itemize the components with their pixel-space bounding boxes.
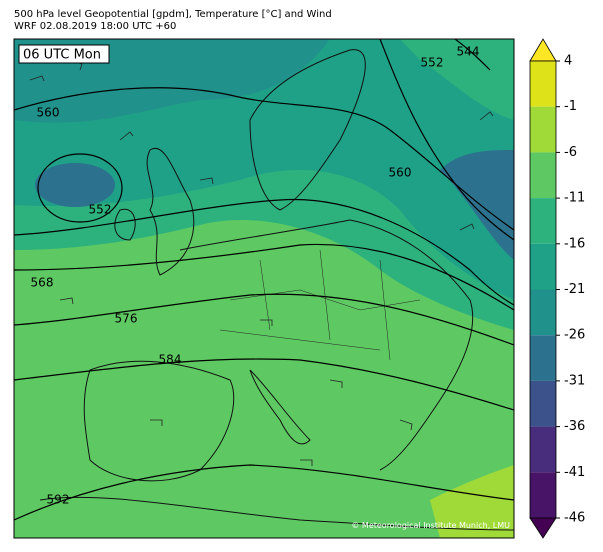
contour <box>14 464 514 521</box>
colorbar-segment <box>530 152 556 199</box>
tick-label: -6 <box>564 145 577 160</box>
contour-label: 552 <box>89 203 112 217</box>
contour-label: 584 <box>159 353 182 367</box>
colorbar-segment <box>530 426 556 473</box>
contour <box>14 87 514 231</box>
copyright: © Meteorological Institute Munich, LMU <box>351 521 510 530</box>
contour <box>379 39 514 241</box>
map <box>14 39 514 538</box>
coastline <box>179 219 474 471</box>
colorbar-segment <box>530 243 556 290</box>
contour <box>14 198 514 306</box>
tick-label: -11 <box>564 191 585 206</box>
coastline <box>39 496 514 531</box>
colorbar-top <box>529 38 557 62</box>
temp-field <box>440 150 514 260</box>
contour-label: 552 <box>421 56 444 70</box>
temp-field <box>35 163 115 207</box>
tick-label: -21 <box>564 282 585 297</box>
colorbar-segment <box>530 289 556 336</box>
contour <box>14 243 514 311</box>
contour-label: 592 <box>47 493 70 507</box>
title-line: 500 hPa level Geopotential [gpdm], Tempe… <box>14 9 332 20</box>
temp-field <box>430 465 514 538</box>
contour-label: 560 <box>37 106 60 120</box>
colorbar-segment <box>530 380 556 427</box>
tick-label: -41 <box>564 465 585 480</box>
contour <box>454 39 491 71</box>
tick-label: -26 <box>564 328 585 343</box>
time-label: 06 UTC Mon <box>23 48 101 63</box>
subtitle-line: WRF 02.08.2019 18:00 UTC +60 <box>14 21 176 32</box>
tick-label: -31 <box>564 373 585 388</box>
colorbar-segment <box>530 335 556 381</box>
colorbar-segment <box>530 61 556 107</box>
coastline <box>249 369 311 445</box>
time-box <box>18 44 110 64</box>
contour <box>37 153 123 223</box>
colorbar-segment <box>530 106 556 153</box>
colorbar: 4 -1 -6 -11 -16 -21 -26 -31 -36 -41 -46 <box>529 38 585 539</box>
tick-label: -1 <box>564 99 577 114</box>
tick-label: -46 <box>564 511 585 526</box>
coastline <box>249 49 366 211</box>
colorbar-segment <box>530 198 556 244</box>
coastline <box>146 147 195 276</box>
tick-label: -16 <box>564 236 585 251</box>
contour-label: 544 <box>457 45 480 59</box>
contour <box>14 358 514 411</box>
tick-label: -36 <box>564 419 585 434</box>
map-frame <box>13 38 515 539</box>
colorbar-segment <box>530 472 556 518</box>
contour-label: 568 <box>31 276 54 290</box>
contour-label: 560 <box>389 166 412 180</box>
colorbar-bottom <box>529 517 557 539</box>
tick-label: 4 <box>564 54 572 69</box>
contour-label: 576 <box>115 312 138 326</box>
wind-barbs <box>29 59 494 466</box>
contour <box>14 293 514 346</box>
temp-field <box>400 39 514 120</box>
